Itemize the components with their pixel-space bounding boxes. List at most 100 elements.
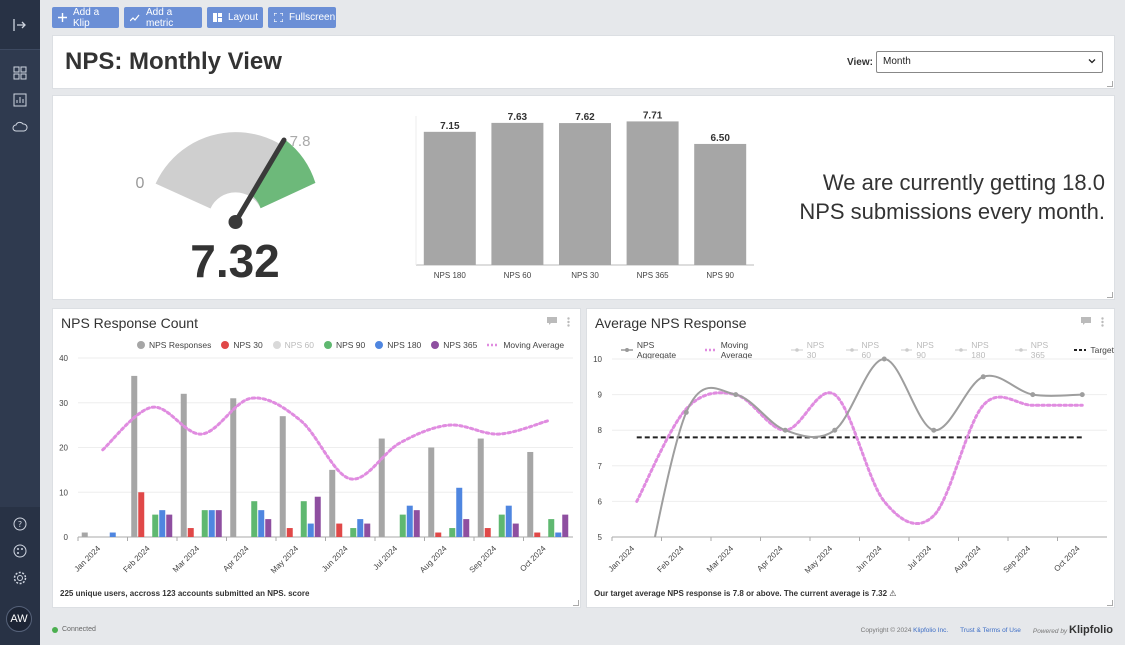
bar	[286, 528, 293, 537]
legend-item-nps-365[interactable]: NPS 365	[431, 340, 477, 350]
data-point	[1079, 392, 1085, 398]
layout-icon	[213, 13, 222, 22]
legend-label: Moving Average	[720, 340, 753, 360]
x-tick-label: Aug 2024	[952, 544, 983, 575]
bar	[350, 528, 357, 537]
avatar[interactable]: AW	[6, 606, 32, 632]
x-tick-label: NPS 90	[706, 271, 734, 280]
powered-by: Powered by Klipfolio	[1033, 624, 1113, 636]
bar	[152, 514, 159, 537]
more-options-icon[interactable]	[567, 317, 570, 327]
resize-handle[interactable]	[1107, 81, 1113, 87]
palette-icon[interactable]	[11, 542, 29, 560]
legend-item-nps-90[interactable]: NPS 90	[900, 340, 946, 360]
legend-item-nps-180[interactable]: NPS 180	[955, 340, 1005, 360]
response-count-legend: NPS Responses NPS 30 NPS 60 NPS 90 NPS 1…	[137, 340, 564, 350]
bar	[329, 469, 336, 537]
bar	[406, 505, 413, 537]
legend-label: Target	[1090, 345, 1114, 355]
legend-item-nps-30[interactable]: NPS 30	[221, 340, 263, 350]
legend-label: Moving Average	[503, 340, 565, 350]
bar	[300, 501, 307, 537]
response-count-footer: 225 unique users, accross 123 accounts s…	[60, 589, 310, 598]
legend-item-target[interactable]: Target	[1074, 345, 1114, 355]
resize-handle[interactable]	[1107, 292, 1113, 298]
reports-icon[interactable]	[11, 91, 29, 109]
copyright-label: Copyright © 2024	[860, 626, 912, 634]
legend-label: NPS 60	[861, 340, 880, 360]
brand-logo: Klipfolio	[1069, 624, 1113, 636]
view-select[interactable]: Month	[876, 51, 1103, 73]
legend-item-nps-90[interactable]: NPS 90	[323, 340, 365, 350]
bar	[694, 143, 747, 265]
submission-rate-text: We are currently getting 18.0 NPS submis…	[773, 168, 1105, 226]
legend-item-nps-30[interactable]: NPS 30	[790, 340, 836, 360]
x-tick-label: May 2024	[269, 544, 301, 576]
legend-item-nps-180[interactable]: NPS 180	[375, 340, 421, 350]
layout-button[interactable]: Layout	[207, 7, 263, 28]
y-tick-label: 7	[598, 462, 603, 471]
legend-item-moving-average[interactable]: Moving Average	[487, 340, 564, 350]
bar	[81, 532, 88, 537]
bar	[378, 438, 385, 537]
x-tick-label: Jun 2024	[320, 544, 350, 574]
legend-marker	[621, 348, 633, 352]
bar	[307, 523, 314, 537]
x-tick-label: Oct 2024	[518, 544, 548, 574]
legend-item-nps-365[interactable]: NPS 365	[1014, 340, 1065, 360]
fullscreen-button[interactable]: Fullscreen	[268, 7, 336, 28]
page-title: NPS: Monthly View	[65, 48, 282, 75]
response-count-chart: 0 10 20 30 40 Jan 2024 Feb 2024 Mar 2024 Apr 202…	[59, 354, 573, 576]
resize-handle[interactable]	[573, 600, 579, 606]
x-tick-label: Apr 2024	[221, 544, 251, 574]
legend-item-nps-60[interactable]: NPS 60	[272, 340, 314, 350]
legend-item-nps-60[interactable]: NPS 60	[845, 340, 891, 360]
help-icon[interactable]: ?	[11, 515, 29, 533]
terms-link[interactable]: Trust & Terms of Use	[960, 626, 1021, 634]
average-response-panel: Average NPS Response NPS Aggregate Movin…	[586, 308, 1115, 608]
x-tick-label: NPS 365	[637, 271, 670, 280]
bar	[463, 519, 470, 537]
bar-value-label: 7.15	[440, 121, 460, 132]
y-tick-label: 40	[59, 354, 68, 363]
nps-bar-chart: 7.15 NPS 180 7.63 NPS 60 7.62 NPS 30 7.71 NPS 3…	[415, 110, 754, 280]
resize-handle[interactable]	[1107, 600, 1113, 606]
bar	[484, 528, 491, 537]
status-text: Connected	[62, 626, 96, 633]
dashboard-icon[interactable]	[11, 64, 29, 82]
expand-icon[interactable]	[11, 16, 29, 34]
data-point	[1030, 392, 1036, 398]
cloud-icon[interactable]	[11, 118, 29, 136]
kpi-panel: 0 7.8 7.32 7.15 NPS 180 7.63 NPS 60 7.62 NPS …	[52, 95, 1115, 300]
bar	[505, 505, 512, 537]
svg-text:?: ?	[18, 520, 22, 529]
legend-item-moving-average[interactable]: Moving Average	[704, 340, 781, 360]
bar	[258, 510, 265, 537]
comment-icon[interactable]	[1081, 317, 1091, 326]
sidebar-header	[0, 0, 40, 50]
bar	[527, 451, 534, 537]
y-tick-label: 9	[598, 391, 603, 400]
bar	[548, 519, 555, 537]
add-metric-button[interactable]: Add a metric	[124, 7, 202, 29]
x-tick-label: Jul 2024	[371, 544, 399, 572]
more-options-icon[interactable]	[1101, 317, 1104, 327]
x-tick-label: Jan 2024	[607, 544, 637, 574]
legend-item-nps-responses[interactable]: NPS Responses	[137, 340, 211, 350]
bar	[423, 131, 476, 265]
powered-by-label: Powered by	[1032, 628, 1068, 635]
bar	[626, 121, 679, 266]
legend-marker	[487, 343, 500, 347]
legend-item-nps-aggregate[interactable]: NPS Aggregate	[621, 340, 695, 360]
gear-icon[interactable]	[11, 569, 29, 587]
average-response-legend: NPS Aggregate Moving Average NPS 30 NPS …	[621, 340, 1114, 360]
fullscreen-icon	[274, 13, 283, 22]
comment-icon[interactable]	[547, 317, 557, 326]
gauge-min-label: 0	[136, 175, 145, 192]
gauge-chart: 0 7.8 7.32	[136, 132, 316, 287]
bar	[187, 528, 194, 537]
add-klip-button[interactable]: Add a Klip	[52, 7, 119, 29]
company-link[interactable]: Klipfolio Inc.	[913, 626, 949, 634]
x-tick-label: NPS 30	[571, 271, 599, 280]
data-point	[832, 427, 838, 433]
